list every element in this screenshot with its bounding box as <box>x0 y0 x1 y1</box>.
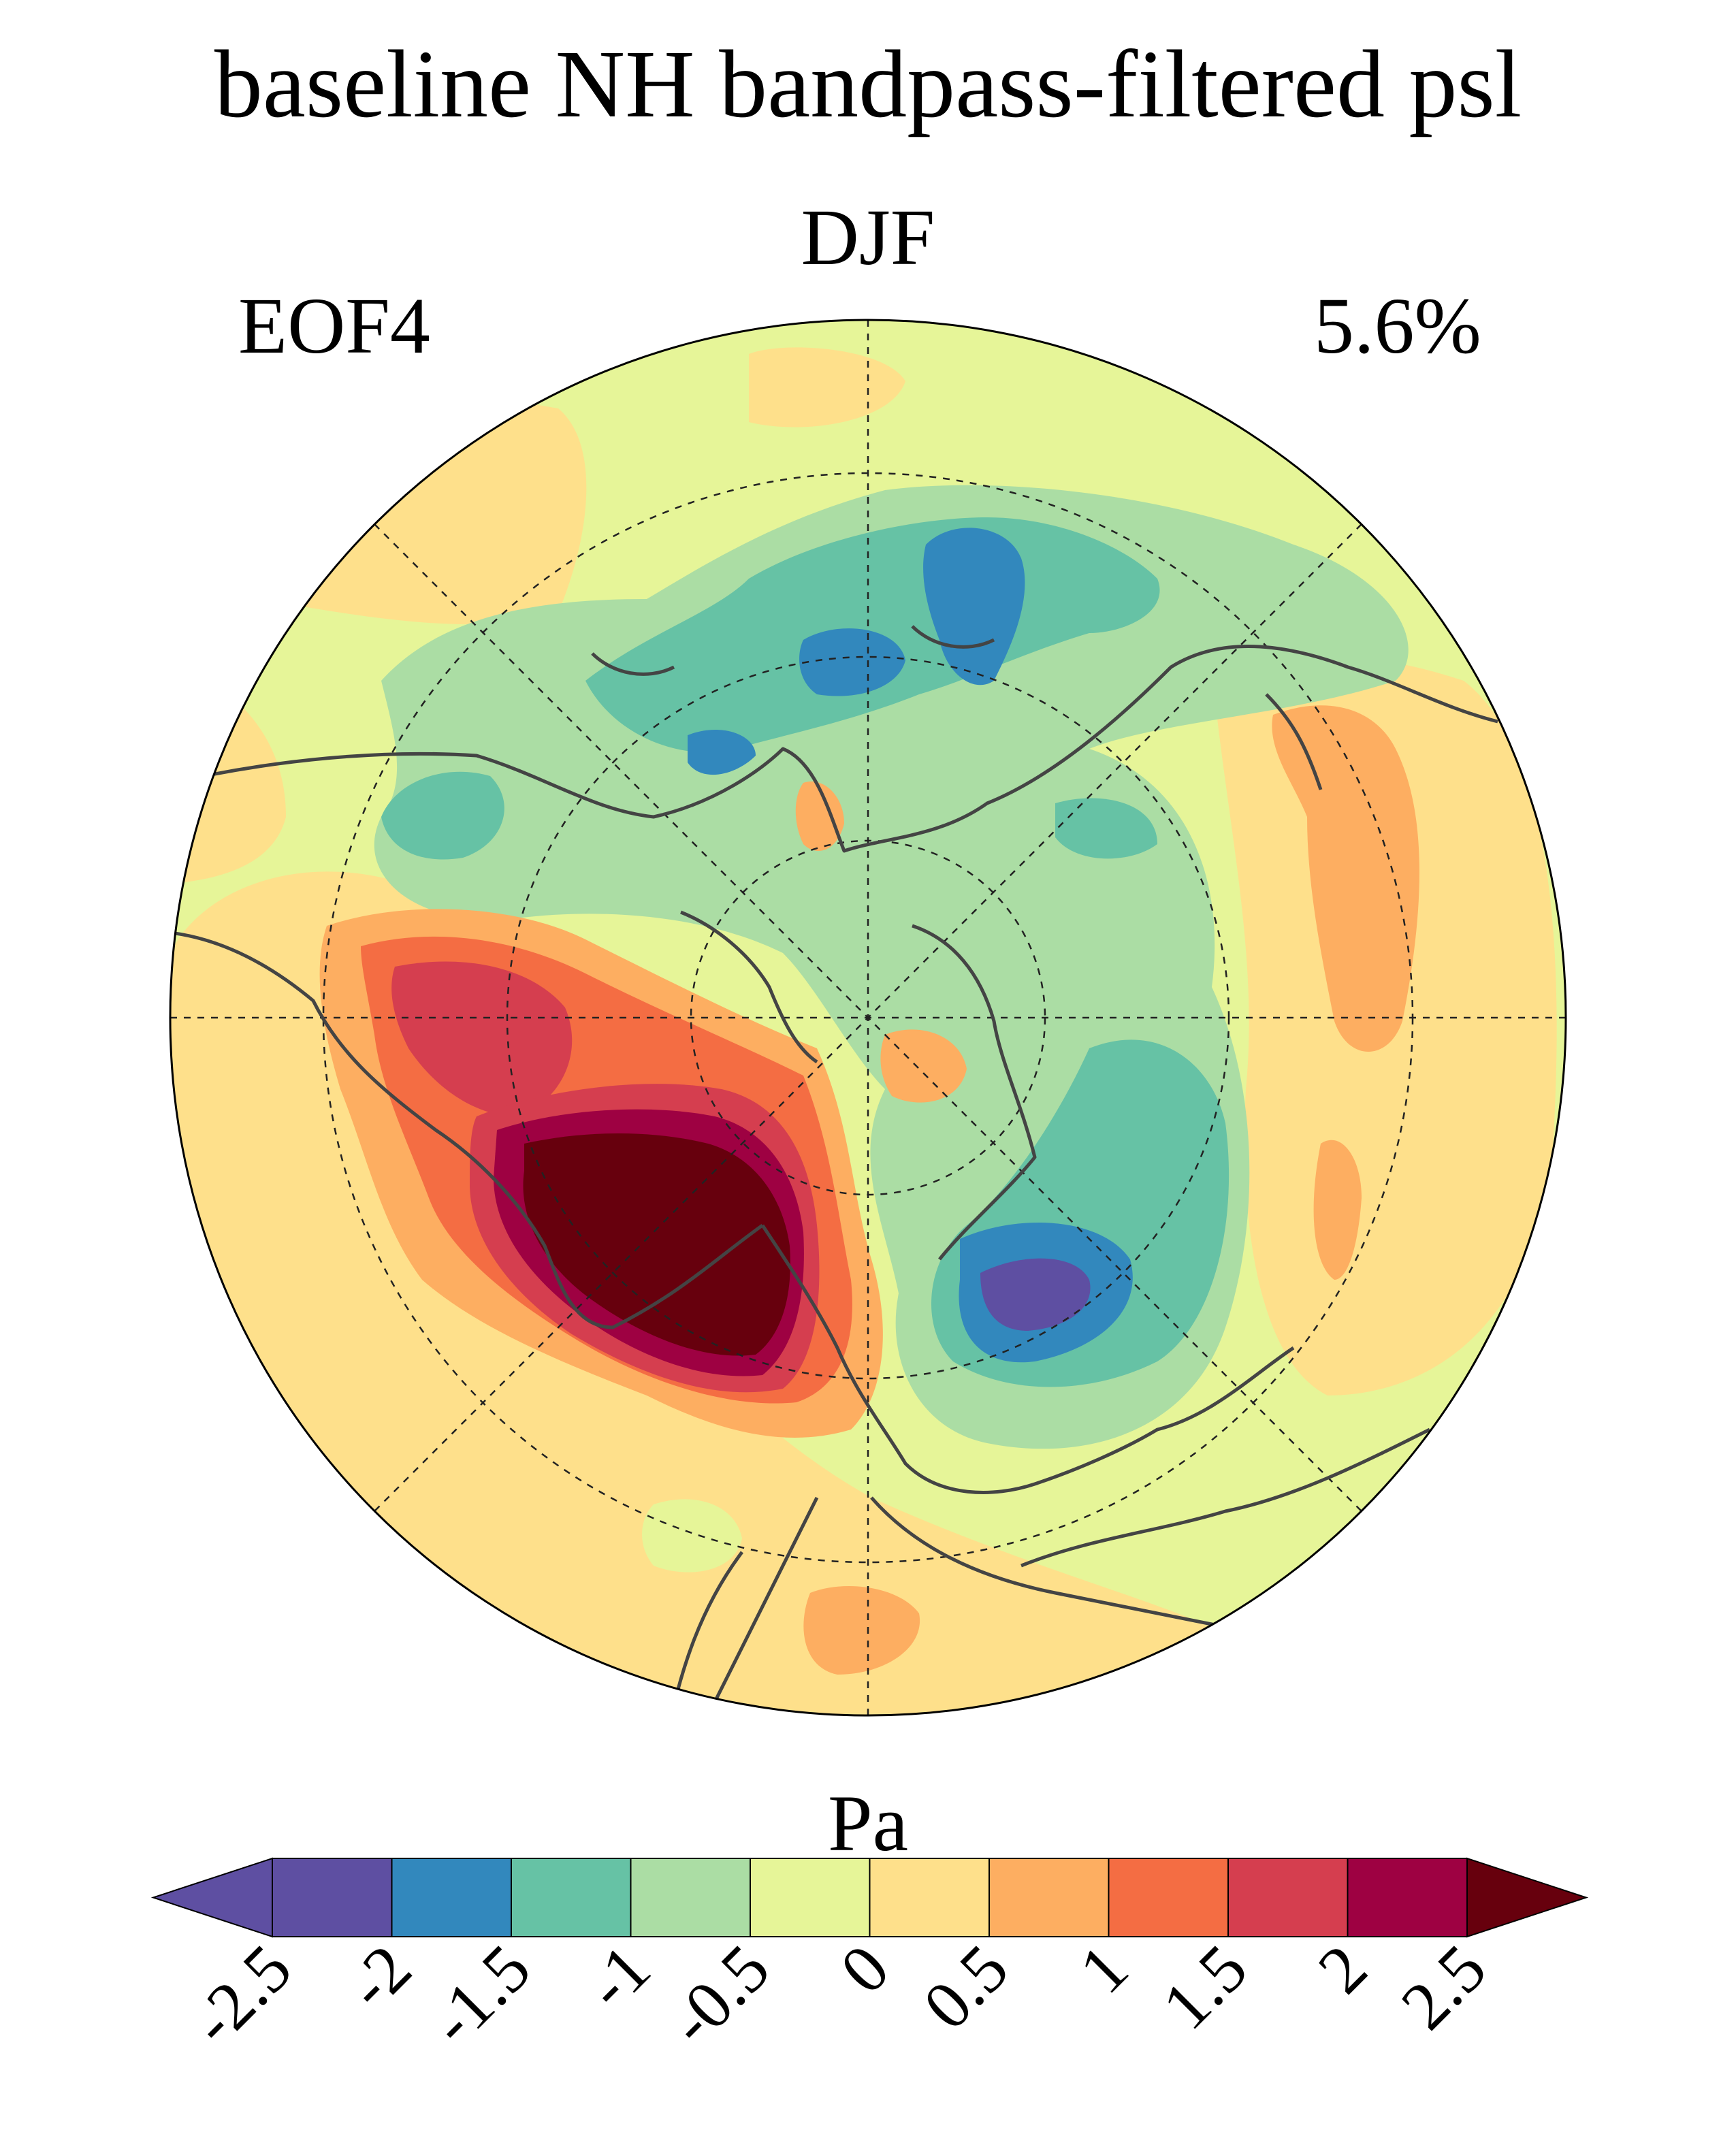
eof-label: EOF4 <box>238 281 430 370</box>
colorbar-swatch <box>869 1858 990 1937</box>
colorbar-units: Pa <box>828 1779 908 1868</box>
colorbar-swatch <box>391 1858 512 1937</box>
map-boundary <box>169 319 1567 1717</box>
colorbar-extend-low <box>150 1857 273 1938</box>
colorbar-extend-high <box>1466 1857 1589 1938</box>
colorbar-swatch <box>750 1858 871 1937</box>
variance-explained: 5.6% <box>1314 281 1481 370</box>
colorbar-swatch <box>988 1858 1110 1937</box>
colorbar-swatch <box>511 1858 632 1937</box>
colorbar-swatch <box>1108 1858 1229 1937</box>
colorbar-swatch <box>1227 1858 1349 1937</box>
contour-field <box>170 320 1566 1715</box>
colorbar-swatch <box>1347 1858 1468 1937</box>
season-label: DJF <box>801 193 935 282</box>
graticule <box>170 320 1566 1715</box>
figure-title: baseline NH bandpass-filtered psl <box>214 30 1522 138</box>
colorbar-swatch <box>630 1858 751 1937</box>
coastlines <box>170 625 1498 1715</box>
colorbar-swatch <box>272 1858 393 1937</box>
